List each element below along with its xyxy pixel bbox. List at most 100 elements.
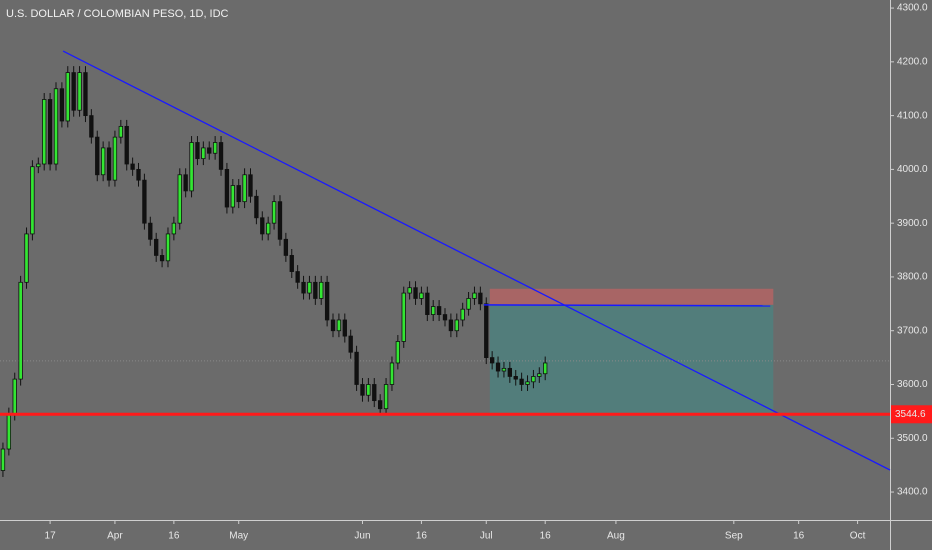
y-tick-label: 4000.0 bbox=[897, 164, 928, 175]
candle-body bbox=[248, 174, 253, 197]
candle-body bbox=[59, 88, 65, 122]
candle-body bbox=[189, 142, 194, 192]
candle-body bbox=[313, 281, 318, 299]
candle-body bbox=[18, 281, 23, 380]
candle-body bbox=[383, 384, 389, 410]
candle-body bbox=[201, 147, 206, 160]
candle-body bbox=[301, 281, 306, 294]
x-tick-label: Apr bbox=[107, 531, 123, 542]
candle-body bbox=[348, 335, 353, 353]
candle-body bbox=[489, 357, 495, 364]
candle-body bbox=[65, 72, 70, 122]
candle-body bbox=[336, 319, 342, 332]
candle-body bbox=[419, 292, 424, 299]
candle-body bbox=[165, 233, 171, 262]
candle-body bbox=[224, 168, 230, 208]
candle-body bbox=[283, 238, 289, 256]
candle-body bbox=[484, 303, 489, 359]
candle-body bbox=[366, 384, 371, 396]
candle-body bbox=[130, 163, 135, 170]
y-tick-label: 3900.0 bbox=[897, 218, 928, 229]
candle-body bbox=[106, 147, 112, 181]
y-tick-label: 4200.0 bbox=[897, 56, 928, 67]
candle-body bbox=[71, 72, 76, 111]
y-tick-label: 3700.0 bbox=[897, 325, 928, 336]
candle-body bbox=[413, 287, 418, 299]
position-stop-zone bbox=[489, 288, 774, 305]
candle-body bbox=[183, 174, 188, 192]
x-tick-label: Sep bbox=[725, 531, 743, 542]
candle-body bbox=[24, 233, 29, 283]
candle-body bbox=[118, 125, 123, 138]
candle-body bbox=[83, 72, 88, 117]
candle-body bbox=[236, 185, 241, 203]
y-tick-label: 4100.0 bbox=[897, 110, 928, 121]
candle-body bbox=[295, 271, 300, 283]
candle-body bbox=[454, 319, 459, 332]
candle-body bbox=[171, 222, 177, 235]
position-target-zone bbox=[489, 304, 774, 415]
candle-body bbox=[177, 174, 182, 224]
candle-body bbox=[478, 292, 483, 305]
candle-body bbox=[531, 376, 536, 383]
candle-body bbox=[354, 351, 359, 385]
candle-body bbox=[154, 238, 159, 256]
position-entry-line bbox=[483, 304, 771, 307]
support-price-label: 3544.6 bbox=[895, 409, 926, 420]
candle-body bbox=[324, 281, 330, 321]
x-tick-label: 17 bbox=[45, 531, 57, 542]
candle-body bbox=[425, 292, 430, 315]
y-tick-label: 3400.0 bbox=[897, 487, 928, 498]
y-tick-label: 3600.0 bbox=[897, 379, 928, 390]
x-tick-label: 16 bbox=[416, 531, 428, 542]
candle-body bbox=[277, 201, 283, 240]
candle-body bbox=[442, 314, 448, 321]
candle-body bbox=[112, 136, 118, 181]
candle-body bbox=[159, 255, 165, 262]
candle-body bbox=[507, 367, 513, 377]
x-tick-label: Jul bbox=[480, 531, 493, 542]
candle-body bbox=[260, 217, 265, 235]
candle-body bbox=[207, 147, 212, 154]
candle-body bbox=[436, 306, 442, 315]
candle-body bbox=[100, 147, 106, 176]
candle-body bbox=[36, 163, 41, 168]
candle-body bbox=[136, 168, 141, 181]
candle-body bbox=[53, 88, 59, 165]
candle-body bbox=[0, 448, 6, 471]
candle-body bbox=[407, 287, 412, 294]
candle-body bbox=[525, 381, 530, 385]
candle-body bbox=[266, 222, 271, 235]
x-tick-label: Oct bbox=[850, 531, 866, 542]
candle-body bbox=[89, 115, 94, 138]
y-tick-label: 3800.0 bbox=[897, 272, 928, 283]
candle-body bbox=[271, 201, 277, 224]
x-tick-label: Jun bbox=[354, 531, 370, 542]
candle-body bbox=[401, 292, 406, 342]
candle-body bbox=[330, 319, 336, 332]
candle-body bbox=[472, 292, 477, 299]
x-tick-label: 16 bbox=[168, 531, 180, 542]
candle-body bbox=[431, 306, 436, 315]
candle-body bbox=[148, 222, 153, 240]
x-tick-label: Aug bbox=[607, 531, 625, 542]
candle-body bbox=[519, 378, 524, 385]
candle-body bbox=[30, 166, 35, 235]
candle-body bbox=[342, 319, 347, 337]
x-tick-label: May bbox=[229, 531, 248, 542]
candle-body bbox=[195, 142, 200, 160]
candle-body bbox=[230, 185, 235, 208]
candle-body bbox=[124, 125, 129, 165]
candle-body bbox=[372, 384, 377, 402]
candle-body bbox=[12, 378, 17, 415]
candle-body bbox=[537, 373, 542, 377]
x-tick-label: 16 bbox=[793, 531, 805, 542]
candle-body bbox=[360, 384, 365, 396]
candle-body bbox=[47, 99, 53, 165]
candle-body bbox=[495, 362, 501, 372]
candle-body bbox=[42, 99, 47, 165]
candle-body bbox=[95, 136, 100, 176]
candle-body bbox=[218, 142, 224, 170]
